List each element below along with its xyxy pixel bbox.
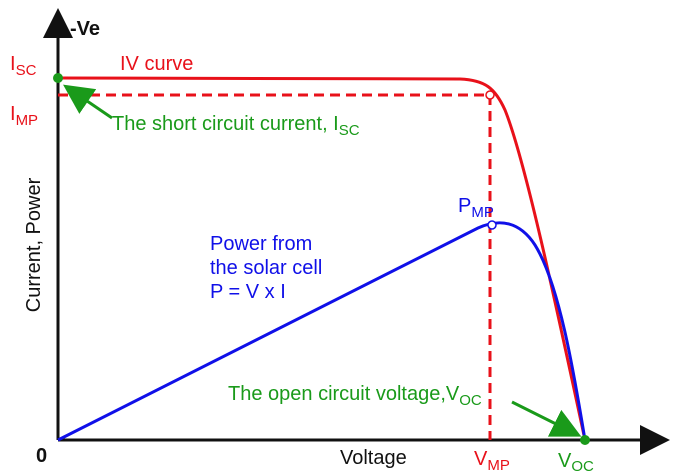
- y-direction: -Ve: [70, 18, 100, 40]
- iv-curve: [57, 76, 587, 441]
- imp-label: IMP: [10, 103, 38, 129]
- voc-arrow: [511, 400, 582, 437]
- vmp-label: VMP: [474, 448, 510, 474]
- power-curve: [57, 221, 587, 442]
- isc-point: [53, 73, 63, 83]
- pmp-point: [487, 220, 497, 230]
- isc-label: ISC: [10, 53, 37, 79]
- short-circuit-note: The short circuit current, ISC: [112, 113, 360, 139]
- voc-point: [580, 435, 590, 445]
- x-axis-label: Voltage: [340, 447, 407, 469]
- power-note: Power from: [210, 233, 312, 255]
- power-note: the solar cell: [210, 257, 322, 279]
- power-note: P = V x I: [210, 281, 286, 303]
- pmp-label: PMP: [458, 195, 494, 221]
- open-circuit-note: The open circuit voltage,VOC: [228, 383, 482, 409]
- y-axis-label: Current, Power: [23, 177, 45, 312]
- mp-point: [485, 90, 495, 100]
- isc-arrow: [63, 84, 113, 120]
- voc-label: VOC: [558, 450, 594, 475]
- iv-curve-label: IV curve: [120, 53, 193, 75]
- origin-label: 0: [36, 445, 47, 467]
- mp-guides: [58, 93, 492, 440]
